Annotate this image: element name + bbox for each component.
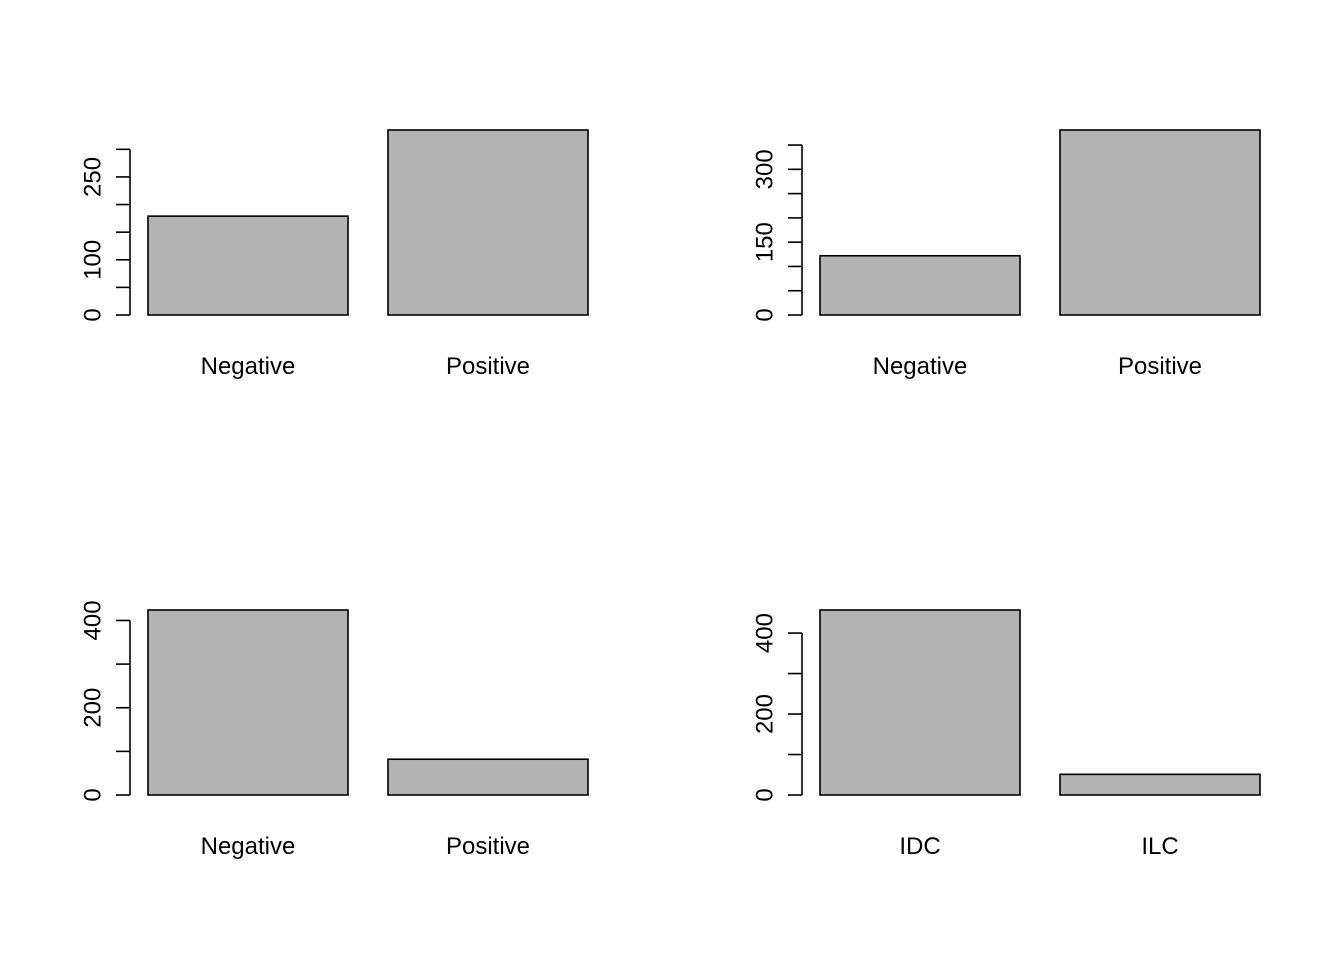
y-tick-label: 250 [79, 157, 106, 197]
y-tick-label: 0 [751, 308, 778, 321]
category-label: ILC [1141, 833, 1178, 860]
category-label: Positive [446, 353, 530, 380]
y-tick-label: 400 [79, 600, 106, 640]
bar-ilc [1059, 773, 1261, 796]
bar-positive [387, 129, 589, 316]
y-tick-label: 0 [751, 788, 778, 801]
category-label: Negative [201, 353, 296, 380]
category-label: Positive [446, 833, 530, 860]
category-label: Positive [1118, 353, 1202, 380]
category-label: IDC [899, 833, 940, 860]
bar-chart-panel-4: IDC ILC 0 200 400 [751, 609, 1261, 860]
bar-positive [1059, 129, 1261, 316]
category-label: Negative [873, 353, 968, 380]
y-tick-label: 300 [751, 149, 778, 189]
y-tick-label: 100 [79, 240, 106, 280]
y-tick-label: 200 [751, 694, 778, 734]
y-tick-label: 150 [751, 222, 778, 262]
y-tick-label: 200 [79, 688, 106, 728]
bar-negative [147, 215, 349, 316]
y-tick-label: 400 [751, 613, 778, 653]
bar-chart-panel-1: Negative Positive 0 100 250 [79, 129, 589, 380]
y-tick-label: 0 [79, 788, 106, 801]
bar-negative [819, 254, 1021, 316]
y-tick-label: 0 [79, 308, 106, 321]
category-label: Negative [201, 833, 296, 860]
bar-negative [147, 609, 349, 796]
bar-idc [819, 609, 1021, 796]
bar-positive [387, 758, 589, 796]
bar-chart-panel-2: Negative Positive 0 150 300 [751, 129, 1261, 380]
bar-chart-panel-3: Negative Positive 0 200 400 [79, 600, 589, 860]
